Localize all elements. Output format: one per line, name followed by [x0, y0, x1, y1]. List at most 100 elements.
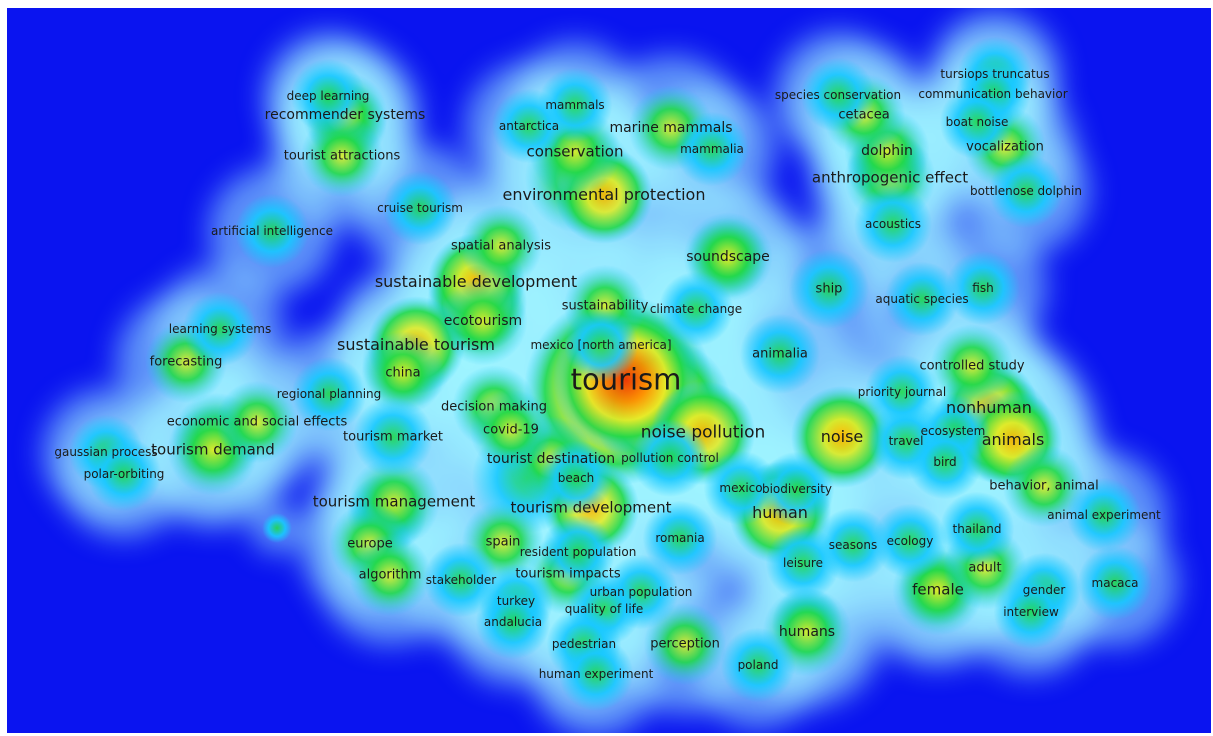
- keyword-label: vocalization: [966, 139, 1044, 155]
- keyword-label: human: [752, 503, 808, 522]
- keyword-label: nonhuman: [946, 398, 1032, 417]
- keyword-label: covid-19: [483, 422, 539, 438]
- keyword-label: tursiops truncatus: [940, 67, 1050, 81]
- keyword-label: ecosystem: [920, 424, 986, 438]
- keyword-density-blob: [884, 261, 960, 337]
- keyword-density-blob: [86, 436, 162, 512]
- keyword-density-blob: [558, 636, 634, 712]
- keyword-label: species conservation: [774, 88, 902, 102]
- keyword-density-blob: [234, 193, 310, 269]
- keyword-label: andalucia: [483, 615, 543, 629]
- keyword-label: ecotourism: [443, 313, 523, 329]
- keyword-density-blob: [642, 500, 718, 576]
- keyword-label: gender: [1022, 583, 1066, 597]
- keyword-density-blob: [182, 291, 258, 367]
- keyword-label: tourism management: [312, 492, 476, 511]
- keyword-label: controlled study: [919, 358, 1025, 374]
- keyword-label: mexico: [719, 481, 763, 495]
- keyword-density-blob: [215, 380, 299, 464]
- keyword-density-blob: [475, 584, 551, 660]
- keyword-label: polar-orbiting: [83, 467, 165, 481]
- keyword-label: adult: [968, 560, 1002, 576]
- keyword-density-blob: [469, 388, 553, 472]
- keyword-density-blob: [540, 514, 616, 590]
- keyword-density-blob: [491, 88, 567, 164]
- keyword-label: behavior, animal: [989, 478, 1099, 494]
- keyword-label: aquatic species: [875, 292, 969, 306]
- keyword-label: interview: [1003, 605, 1059, 619]
- keyword-label: humans: [778, 624, 836, 640]
- keyword-label: turkey: [496, 594, 536, 608]
- keyword-density-blob: [459, 204, 543, 288]
- keyword-density-blob: [720, 627, 796, 703]
- keyword-label: boat noise: [945, 115, 1009, 129]
- keyword-label: mammals: [545, 98, 605, 112]
- keyword-label: perception: [650, 636, 720, 652]
- keyword-label: seasons: [828, 538, 878, 552]
- keyword-density-blob: [988, 153, 1064, 229]
- keyword-label: sustainable tourism: [337, 335, 495, 354]
- density-heatmap: [7, 8, 1211, 733]
- keyword-label: ship: [815, 281, 843, 297]
- keyword-density-blob: [930, 324, 1014, 408]
- keyword-density-blob: [290, 58, 366, 134]
- keyword-label: environmental protection: [502, 185, 706, 204]
- keyword-label: artificial intelligence: [211, 224, 333, 238]
- keyword-density-blob: [765, 525, 841, 601]
- density-map-canvas: tourism noise pollution noise human environm…: [7, 8, 1211, 733]
- keyword-label: climate change: [649, 302, 743, 316]
- keyword-density-blob: [864, 354, 940, 430]
- keyword-density-blob: [939, 491, 1015, 567]
- keyword-label: tourism demand: [151, 440, 275, 459]
- keyword-label: travel: [888, 434, 924, 448]
- keyword-label: romania: [655, 531, 705, 545]
- density-core-layer: [68, 36, 1153, 712]
- keyword-label: biodiversity: [761, 482, 833, 496]
- keyword-density-blob: [872, 503, 948, 579]
- keyword-label: noise pollution: [640, 422, 766, 443]
- keyword-label: anthropogenic effect: [811, 168, 969, 187]
- keyword-label: thailand: [952, 522, 1002, 536]
- keyword-label: forecasting: [149, 354, 223, 370]
- keyword-label: pedestrian: [551, 637, 617, 651]
- keyword-label: spain: [485, 534, 521, 550]
- keyword-label: leisure: [783, 556, 823, 570]
- keyword-density-blob: [800, 57, 876, 133]
- keyword-label: cruise tourism: [377, 201, 463, 215]
- keyword-label: tourist attractions: [283, 148, 401, 164]
- keyword-density-blob: [300, 114, 384, 198]
- keyword-density-blob: [789, 249, 869, 329]
- keyword-density-blob: [563, 307, 639, 383]
- keyword-label: acoustics: [864, 217, 922, 231]
- keyword-label: soundscape: [686, 249, 770, 265]
- keyword-label: animals: [981, 430, 1045, 449]
- keyword-density-blob: [1066, 477, 1142, 553]
- keyword-label: mammalia: [680, 142, 744, 156]
- keyword-density-blob: [854, 185, 932, 263]
- keyword-label: regional planning: [276, 387, 382, 401]
- keyword-label: tourism market: [343, 429, 443, 445]
- keyword-label: spatial analysis: [450, 238, 552, 254]
- keyword-label: recommender systems: [264, 107, 426, 123]
- keyword-density-blob: [291, 356, 367, 432]
- keyword-label: deep learning: [286, 89, 370, 103]
- keyword-label: priority journal: [857, 385, 947, 399]
- keyword-label: stakeholder: [425, 573, 497, 587]
- density-hotspot: [262, 513, 292, 543]
- keyword-density-blob: [631, 419, 709, 497]
- keyword-density-blob: [993, 574, 1069, 650]
- keyword-label: china: [385, 365, 421, 381]
- keyword-density-blob: [382, 170, 458, 246]
- keyword-density-blob: [438, 276, 528, 366]
- keyword-label: beach: [557, 471, 595, 485]
- keyword-label: animalia: [752, 346, 808, 362]
- keyword-density-blob: [945, 250, 1021, 326]
- keyword-label: gaussian process: [54, 445, 158, 459]
- keyword-density-blob: [658, 271, 734, 347]
- keyword-label: sustainable development: [374, 272, 578, 291]
- keyword-label: antarctica: [498, 119, 560, 133]
- keyword-density-blob: [759, 451, 835, 527]
- keyword-label: europe: [347, 536, 393, 552]
- keyword-label: animal experiment: [1047, 508, 1161, 522]
- keyword-label: tourism development: [510, 498, 672, 517]
